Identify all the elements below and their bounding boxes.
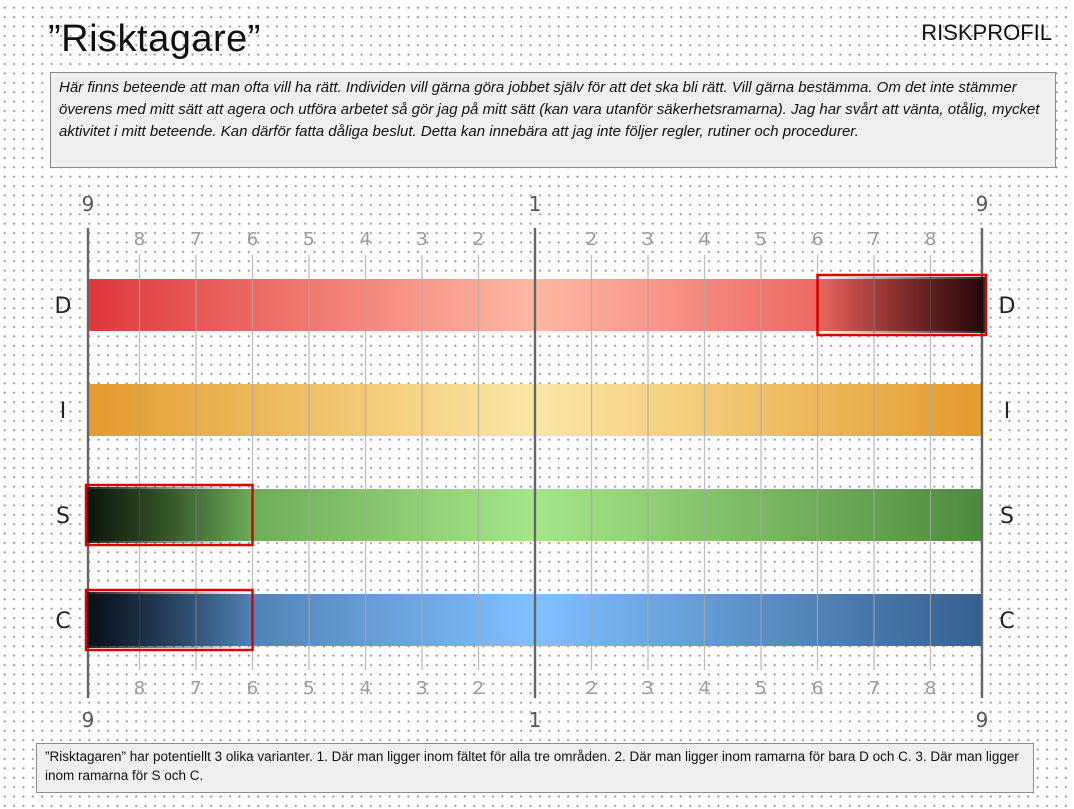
scale-label-top-right-4: 4 — [699, 229, 710, 250]
highlight-frame-s — [84, 483, 254, 547]
riskprofil-label: RISKPROFIL — [921, 20, 1052, 45]
scale-label-bottom-left-8: 8 — [134, 678, 145, 699]
scale-label-bottom-left-2: 2 — [473, 678, 484, 699]
row-label-d-right: D — [999, 294, 1016, 319]
scale-label-top-right-3: 3 — [642, 229, 653, 250]
highlight-frames — [84, 273, 988, 652]
scale-label-bottom-left-6: 6 — [247, 678, 258, 699]
row-label-d-left: D — [55, 294, 72, 319]
scale-label-top-right-7: 7 — [868, 229, 879, 250]
scale-label-top-left-3: 3 — [416, 229, 427, 250]
scale-labels: 9 1 9 9 1 9 8 7 6 5 4 3 2 2 3 4 5 6 7 8 8 7 6 5 4 3 2 2 3 4 5 6 7 8 D D I I S S… — [55, 192, 1016, 732]
scale-label-top-right-6: 6 — [812, 229, 823, 250]
scale-label-bottom-right-5: 5 — [755, 678, 766, 699]
scale-label-bottom-left-3: 3 — [416, 678, 427, 699]
highlight-frame-c — [84, 588, 254, 652]
scale-label-top-left-5: 5 — [303, 229, 314, 250]
scale-label-bottom-right-6: 6 — [812, 678, 823, 699]
highlight-frame-d — [816, 273, 988, 337]
scale-label-bottom-left-4: 4 — [360, 678, 371, 699]
page-title: ”Risktagare” — [48, 18, 261, 60]
scale-label-bottom-right-2: 2 — [586, 678, 597, 699]
scale-label-top-right-8: 8 — [925, 229, 936, 250]
scale-label-top-left-2: 2 — [473, 229, 484, 250]
row-label-c-left: C — [55, 609, 70, 634]
scale-label-top-left-6: 6 — [247, 229, 258, 250]
scale-label-top-left-4: 4 — [360, 229, 371, 250]
scale-label-bottom-right-8: 8 — [925, 678, 936, 699]
row-label-i-left: I — [60, 399, 67, 424]
scale-label-bottom-right-3: 3 — [642, 678, 653, 699]
note-text: ”Risktagaren” har potentiellt 3 olika va… — [45, 749, 1019, 783]
scale-label-bottom-right-7: 7 — [868, 678, 879, 699]
scale-lines — [86, 228, 984, 698]
scale-label-bottom-center: 1 — [529, 708, 542, 732]
row-label-c-right: C — [999, 609, 1014, 634]
scale-label-top-left-outer: 9 — [82, 192, 95, 216]
row-label-s-left: S — [56, 504, 70, 529]
scale-label-top-left-7: 7 — [190, 229, 201, 250]
scale-label-bottom-right-4: 4 — [699, 678, 710, 699]
scale-label-top-center: 1 — [529, 192, 542, 216]
note-box: ”Risktagaren” har potentiellt 3 olika va… — [36, 743, 1034, 793]
scale-label-top-right-5: 5 — [755, 229, 766, 250]
scale-label-bottom-right-outer: 9 — [976, 708, 989, 732]
highlight-shade-s — [86, 487, 253, 543]
row-label-i-right: I — [1004, 399, 1011, 424]
scale-label-bottom-left-outer: 9 — [82, 708, 95, 732]
description-box: Här finns beteende att man ofta vill ha … — [50, 72, 1056, 168]
scale-label-bottom-left-5: 5 — [303, 678, 314, 699]
scale-label-bottom-left-7: 7 — [190, 678, 201, 699]
description-text: Här finns beteende att man ofta vill ha … — [59, 79, 1040, 140]
scale-label-top-left-8: 8 — [134, 229, 145, 250]
scale-label-top-right-outer: 9 — [976, 192, 989, 216]
row-label-s-right: S — [1000, 504, 1014, 529]
scale-label-top-right-2: 2 — [586, 229, 597, 250]
highlight-shade-c — [86, 592, 253, 648]
highlight-shade-d — [817, 277, 986, 333]
